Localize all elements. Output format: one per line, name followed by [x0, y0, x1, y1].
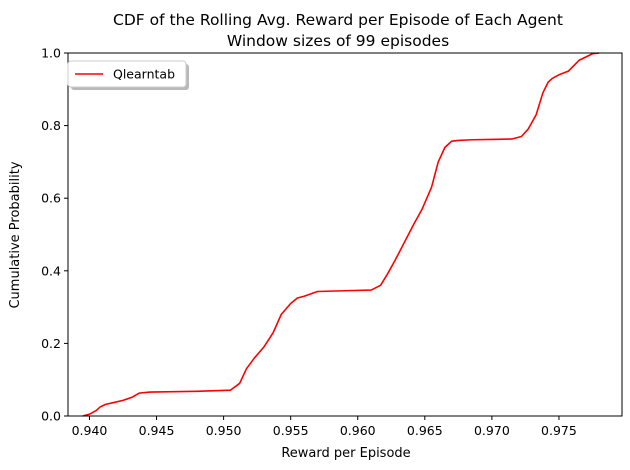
- y-tick-label: 0.6: [41, 191, 61, 206]
- plot-area: [82, 52, 600, 417]
- chart-subtitle: Window sizes of 99 episodes: [227, 32, 449, 50]
- y-tick-label: 1.0: [41, 46, 61, 61]
- chart-title: CDF of the Rolling Avg. Reward per Episo…: [113, 11, 563, 29]
- y-axis-ticks: 0.0 0.2 0.4 0.6 0.8 1.0: [41, 46, 68, 424]
- x-axis-label: Reward per Episode: [281, 446, 410, 461]
- legend-label-qlearntab: Qlearntab: [113, 67, 175, 82]
- x-tick-label: 0.975: [541, 423, 577, 438]
- legend: Qlearntab: [67, 60, 189, 90]
- axes-frame: [67, 52, 623, 417]
- series-group: [82, 52, 600, 417]
- x-axis-ticks: 0.940 0.945 0.950 0.955 0.960 0.965 0.970 0.975: [72, 416, 577, 438]
- legend-box: [67, 60, 187, 88]
- y-tick-label: 0.4: [41, 263, 61, 278]
- x-tick-label: 0.940: [72, 423, 108, 438]
- y-tick-label: 0.2: [41, 336, 61, 351]
- x-tick-label: 0.955: [273, 423, 309, 438]
- y-tick-label: 0.8: [41, 118, 61, 133]
- x-tick-label: 0.950: [206, 423, 242, 438]
- x-tick-label: 0.960: [340, 423, 376, 438]
- y-tick-label: 0.0: [41, 409, 61, 424]
- x-tick-label: 0.945: [139, 423, 175, 438]
- x-tick-label: 0.970: [474, 423, 510, 438]
- y-axis-label: Cumulative Probability: [8, 161, 23, 308]
- series-line-qlearntab: [82, 52, 600, 417]
- x-tick-label: 0.965: [407, 423, 443, 438]
